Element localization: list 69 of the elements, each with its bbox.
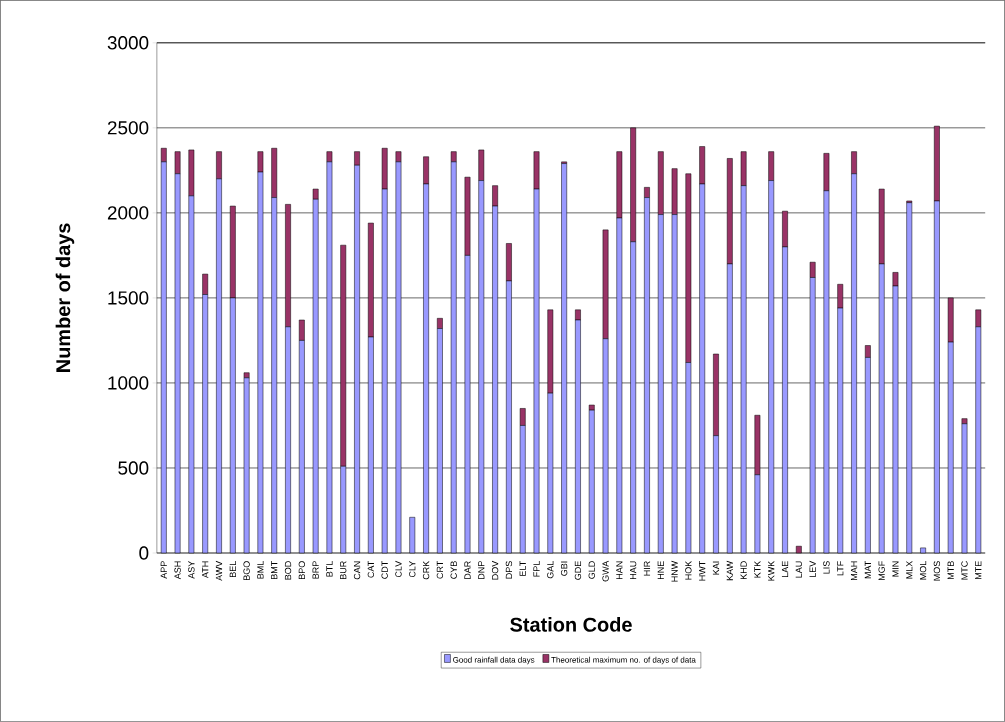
x-tick-label: HAU [630, 561, 637, 580]
x-tick-label: DAR [464, 561, 471, 580]
x-tick-label: BRP [312, 561, 319, 579]
y-tick-label: 1500 [108, 291, 149, 305]
x-tick-label: CAN [353, 561, 361, 580]
x-tick-label: AWV [215, 560, 223, 581]
y-tick-label: 1000 [108, 376, 149, 390]
x-tick-label: MOL [919, 561, 927, 580]
x-tick-label: LAE [781, 561, 789, 578]
x-tick-label: GAL [547, 561, 554, 579]
x-tick-label: ASY [188, 561, 195, 579]
x-tick-label: HAN [616, 561, 623, 580]
x-tick-label: CLY [409, 561, 416, 578]
x-tick-label: HOK [685, 560, 692, 580]
x-tick-label: MTB [947, 561, 954, 580]
x-tick-label: GLD [588, 561, 595, 579]
x-tick-label: CYB [450, 561, 457, 579]
y-tick-label: 3000 [107, 36, 149, 50]
x-tick-label: DOV [491, 560, 499, 580]
x-tick-label: LTF [837, 561, 844, 576]
x-tick-label: ASH [174, 561, 181, 580]
x-tick-label: KWK [768, 560, 775, 581]
x-tick-label: LAU [795, 561, 802, 578]
x-tick-label: MAT [864, 561, 871, 579]
x-tick-label: CLV [395, 560, 402, 578]
x-tick-label: APP [160, 561, 167, 579]
x-tick-label: MIN [892, 561, 899, 577]
x-tick-label: MOS [933, 561, 941, 581]
x-tick-label: BPO [298, 561, 306, 580]
x-tick-label: CDT [381, 561, 388, 579]
x-tick-label: MLX [906, 561, 913, 579]
x-tick-label: BML [257, 561, 264, 579]
x-tick-label: MTE [975, 561, 982, 580]
x-tick-label: BOD [284, 561, 292, 580]
x-tick-label: MGF [878, 561, 885, 581]
x-tick-label: CRK [422, 560, 430, 580]
x-tick-label: BEL [229, 561, 236, 578]
x-tick-label: BGO [243, 561, 250, 581]
x-tick-label: GWA [602, 560, 609, 582]
x-tick-label: KAW [726, 560, 733, 581]
y-tick-label: 0 [139, 546, 149, 560]
x-tick-label: HNW [671, 560, 678, 582]
x-tick-label: BTL [326, 561, 333, 577]
x-tick-label: GBI [560, 561, 568, 576]
x-tick-label: LEV [809, 560, 816, 578]
x-tick-label: CAT [367, 561, 375, 578]
x-tick-label: ELT [519, 561, 526, 576]
x-tick-label: KHD [740, 561, 747, 580]
x-tick-label: FPL [533, 561, 540, 577]
x-tick-label: HIR [643, 561, 651, 576]
x-tick-label: ATH [202, 561, 209, 579]
x-tick-label: GDE [574, 561, 582, 580]
x-tick-label: CRT [436, 561, 444, 579]
y-tick-label: 500 [118, 461, 149, 475]
x-tick-label: MTC [961, 561, 968, 580]
x-tick-label: BMT [271, 561, 278, 580]
y-tick-label: 2500 [107, 121, 149, 135]
x-axis-title: Station Code [510, 617, 632, 632]
x-tick-label: HWT [699, 561, 706, 581]
y-tick-label: 2000 [107, 206, 149, 220]
y-axis-title: Number of days [55, 223, 75, 372]
x-tick-label: MAH [850, 561, 858, 581]
x-tick-label: KAI [712, 561, 720, 575]
x-tick-label: KTK [754, 560, 761, 578]
x-tick-label: BUR [340, 561, 347, 580]
x-tick-label: LIS [823, 561, 830, 574]
x-tick-label: DPS [505, 561, 513, 579]
x-tick-label: HNE [657, 561, 664, 580]
x-tick-label: DNP [478, 561, 485, 580]
